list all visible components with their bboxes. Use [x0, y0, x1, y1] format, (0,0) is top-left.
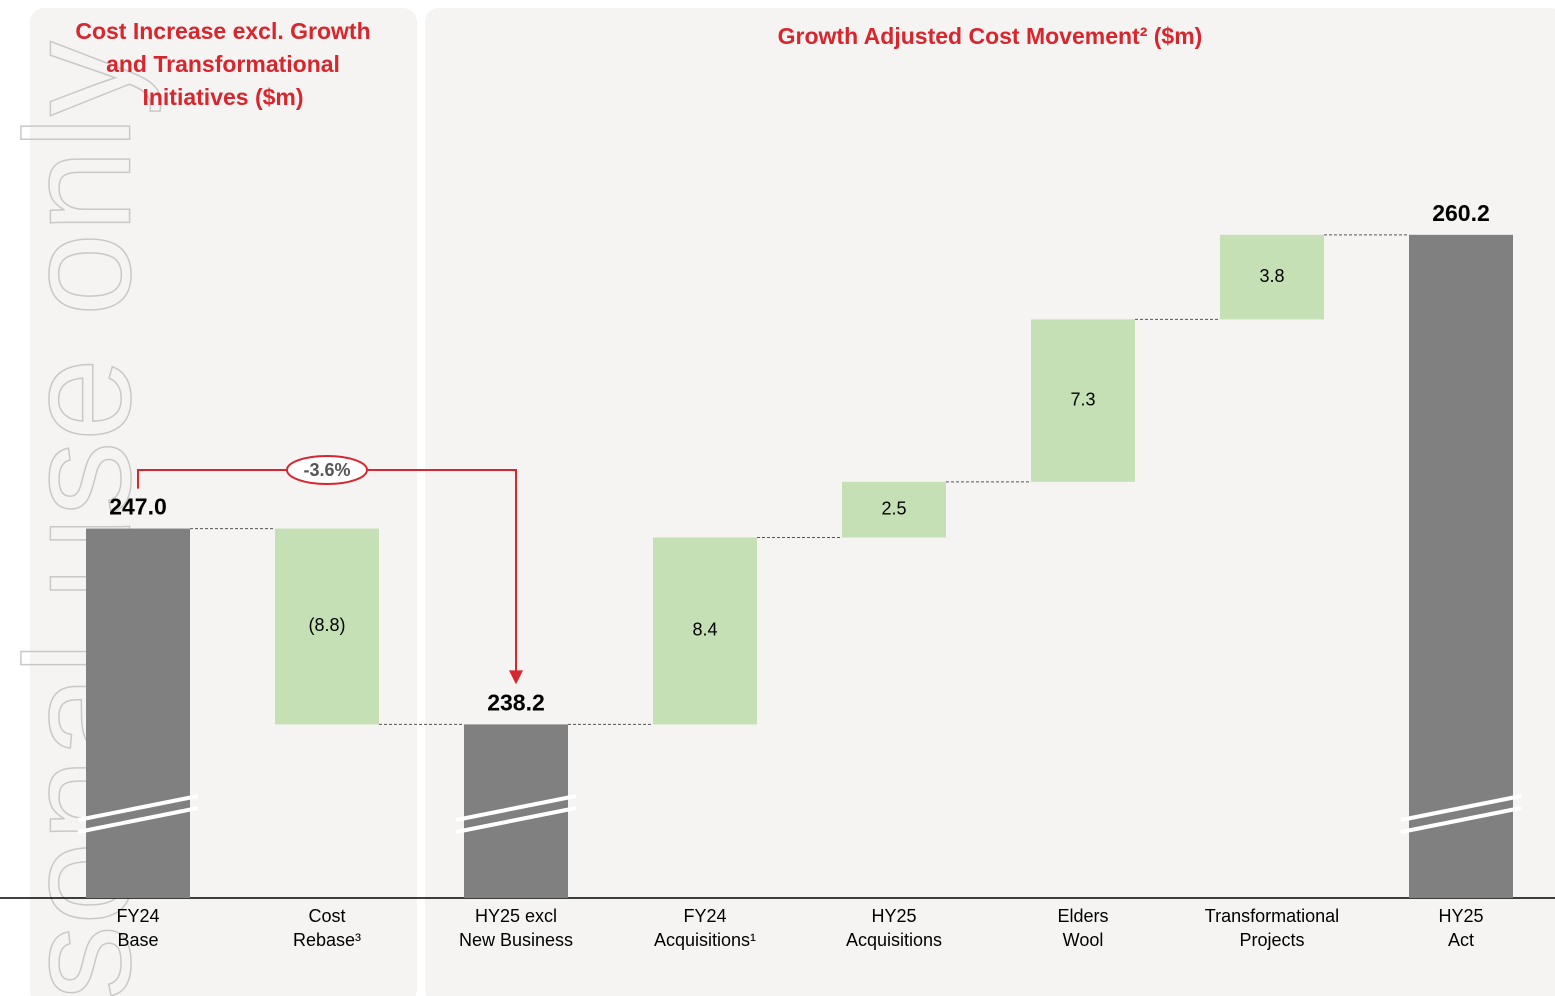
axis-break: [77, 794, 199, 822]
axis-break: [1400, 806, 1522, 834]
delta-label: (8.8): [308, 615, 345, 635]
delta-bar: [1031, 319, 1135, 482]
delta-label: 8.4: [692, 620, 717, 640]
total-label: 260.2: [1432, 200, 1490, 226]
delta-bar: [653, 537, 757, 725]
delta-label: 3.8: [1259, 266, 1284, 286]
annotation-bubble: [286, 455, 368, 485]
arrow-head: [509, 670, 523, 685]
x-tick-label: HY25: [1438, 906, 1483, 926]
chart-title: Growth Adjusted Cost Movement² ($m): [778, 23, 1203, 49]
x-tick-label: HY25: [871, 906, 916, 926]
delta-label: 2.5: [881, 498, 906, 518]
total-bar: [86, 528, 190, 898]
x-tick-label: Acquisitions: [846, 930, 942, 950]
right-panel: [425, 8, 1555, 996]
x-tick-label: Acquisitions¹: [654, 930, 756, 950]
axis-break: [77, 806, 199, 834]
left-title: Cost Increase excl. Growth: [75, 18, 370, 44]
axis-break: [455, 806, 577, 834]
total-label: 247.0: [109, 494, 167, 520]
x-tick-label: Projects: [1239, 930, 1304, 950]
delta-bar: [842, 481, 946, 538]
axis-break: [1400, 794, 1522, 822]
delta-bar: [1220, 234, 1324, 320]
x-tick-label: Elders: [1057, 906, 1108, 926]
x-tick-label: Act: [1448, 930, 1474, 950]
x-tick-label: Rebase³: [293, 930, 361, 950]
delta-label: 7.3: [1070, 389, 1095, 409]
x-tick-label: Transformational: [1205, 906, 1339, 926]
x-tick-label: Base: [117, 930, 158, 950]
total-label: 238.2: [487, 689, 545, 715]
x-tick-label: HY25 excl: [475, 906, 557, 926]
axis-break: [455, 794, 577, 822]
left-title: and Transformational: [106, 51, 340, 77]
x-tick-label: Wool: [1063, 930, 1104, 950]
annotation-label: -3.6%: [303, 460, 350, 480]
left-title: Initiatives ($m): [142, 84, 303, 110]
x-tick-label: FY24: [116, 906, 159, 926]
delta-bar: [275, 528, 379, 725]
x-tick-label: FY24: [683, 906, 726, 926]
x-tick-label: New Business: [459, 930, 573, 950]
x-tick-label: Cost: [308, 906, 345, 926]
total-bar: [1409, 234, 1513, 899]
